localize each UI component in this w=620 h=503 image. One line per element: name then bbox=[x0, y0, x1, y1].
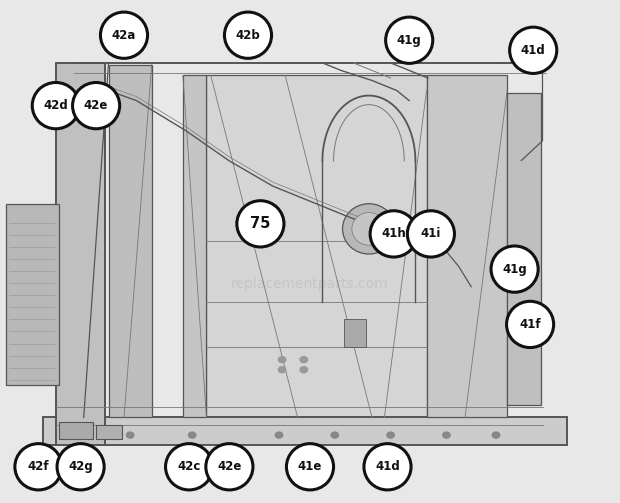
Ellipse shape bbox=[491, 246, 538, 292]
Text: 41g: 41g bbox=[397, 34, 422, 47]
Text: 41g: 41g bbox=[502, 263, 527, 276]
Ellipse shape bbox=[73, 82, 120, 129]
Text: 42a: 42a bbox=[112, 29, 136, 42]
Ellipse shape bbox=[32, 82, 79, 129]
Text: 42g: 42g bbox=[68, 460, 93, 473]
Text: 75: 75 bbox=[250, 216, 270, 231]
Text: 41i: 41i bbox=[421, 227, 441, 240]
Circle shape bbox=[278, 367, 286, 373]
Text: 42e: 42e bbox=[84, 99, 108, 112]
Bar bbox=[96, 425, 122, 439]
Circle shape bbox=[443, 432, 450, 438]
Text: 41d: 41d bbox=[375, 460, 400, 473]
Text: 42e: 42e bbox=[217, 460, 242, 473]
Bar bbox=[206, 75, 427, 417]
Ellipse shape bbox=[15, 444, 62, 490]
Circle shape bbox=[188, 432, 196, 438]
Ellipse shape bbox=[407, 211, 454, 257]
Bar bbox=[507, 93, 541, 405]
Bar bbox=[43, 417, 567, 445]
Ellipse shape bbox=[286, 444, 334, 490]
Ellipse shape bbox=[370, 211, 417, 257]
Bar bbox=[59, 422, 93, 439]
Bar bbox=[183, 75, 206, 417]
Ellipse shape bbox=[352, 212, 386, 245]
Bar bbox=[344, 319, 366, 347]
Bar bbox=[427, 75, 507, 417]
Ellipse shape bbox=[342, 204, 396, 254]
Text: 41e: 41e bbox=[298, 460, 322, 473]
Circle shape bbox=[275, 432, 283, 438]
Circle shape bbox=[300, 357, 308, 363]
Circle shape bbox=[492, 432, 500, 438]
Circle shape bbox=[300, 367, 308, 373]
Text: 42b: 42b bbox=[236, 29, 260, 42]
Ellipse shape bbox=[386, 17, 433, 63]
Ellipse shape bbox=[237, 201, 284, 247]
Polygon shape bbox=[56, 63, 105, 445]
Text: replacementparts.com: replacementparts.com bbox=[231, 277, 389, 291]
Ellipse shape bbox=[166, 444, 213, 490]
Bar bbox=[6, 204, 59, 385]
Text: 41d: 41d bbox=[521, 44, 546, 57]
Ellipse shape bbox=[364, 444, 411, 490]
Text: 41f: 41f bbox=[520, 318, 541, 331]
Circle shape bbox=[331, 432, 339, 438]
Ellipse shape bbox=[206, 444, 253, 490]
Text: 42d: 42d bbox=[43, 99, 68, 112]
Text: 41h: 41h bbox=[381, 227, 406, 240]
Ellipse shape bbox=[100, 12, 148, 58]
Circle shape bbox=[278, 357, 286, 363]
Text: 42c: 42c bbox=[177, 460, 201, 473]
Circle shape bbox=[126, 432, 134, 438]
Circle shape bbox=[387, 432, 394, 438]
Text: 42f: 42f bbox=[28, 460, 49, 473]
Ellipse shape bbox=[224, 12, 272, 58]
Ellipse shape bbox=[507, 301, 554, 348]
Polygon shape bbox=[108, 65, 152, 417]
Ellipse shape bbox=[510, 27, 557, 73]
Ellipse shape bbox=[57, 444, 104, 490]
